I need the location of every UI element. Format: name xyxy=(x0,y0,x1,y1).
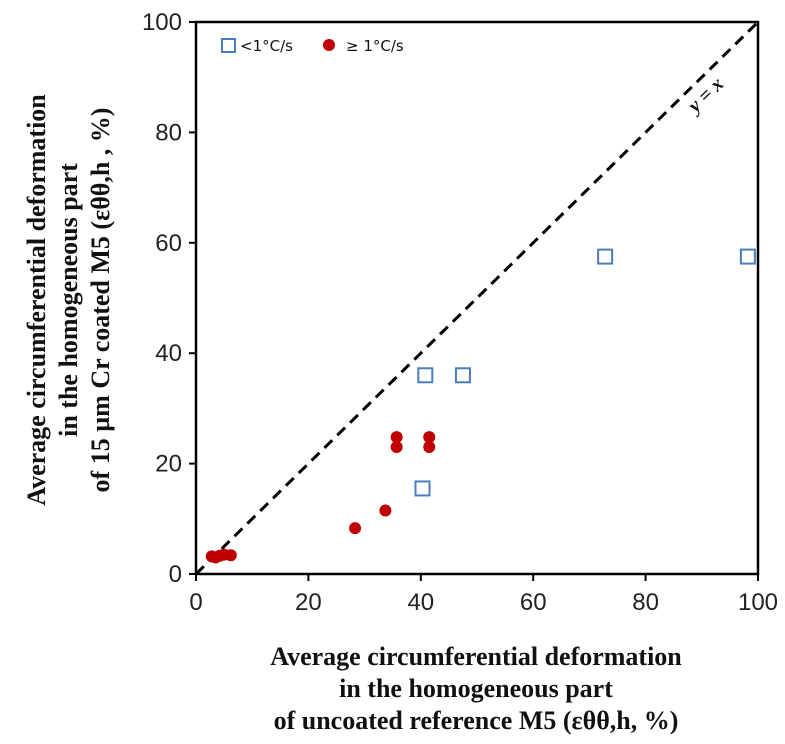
y-tick-label: 100 xyxy=(142,9,182,36)
y-tick-label: 60 xyxy=(155,230,182,257)
data-point-circle xyxy=(390,431,403,444)
legend-label-at-least-1cs: ≥ 1°C/s xyxy=(346,37,404,55)
series-at-least-1cs xyxy=(205,431,436,564)
y-tick-label: 80 xyxy=(155,119,182,146)
x-tick-label: 100 xyxy=(738,589,778,616)
data-point-square xyxy=(414,480,431,497)
y-tick-label: 20 xyxy=(155,451,182,478)
data-point-circle xyxy=(349,522,362,535)
data-point-square xyxy=(739,248,756,265)
y-axis-title-line: of 15 µm Cr coated M5 (εθθ,h , %) xyxy=(86,108,115,493)
x-axis-title-line: in the homogeneous part xyxy=(339,674,613,703)
y-tick-label: 40 xyxy=(155,340,182,367)
data-point-square xyxy=(597,248,614,265)
x-tick-label: 60 xyxy=(520,589,547,616)
legend-label-below-1cs: <1°C/s xyxy=(240,37,293,55)
data-point-square xyxy=(417,367,434,384)
legend-marker-square xyxy=(221,38,236,53)
series-below-1cs xyxy=(414,248,756,497)
data-point-circle xyxy=(390,441,403,454)
data-point-circle xyxy=(423,441,436,454)
y-tick-label: 0 xyxy=(169,561,182,588)
data-point-circle xyxy=(379,504,392,517)
data-point-square xyxy=(454,367,471,384)
x-axis-title-line: of uncoated reference M5 (εθθ,h, %) xyxy=(274,706,679,735)
y-axis-title-line: in the homogeneous part xyxy=(54,163,83,437)
y-axis-title-line: Average circumferential deformation xyxy=(22,94,51,506)
axes: 0 20 40 60 80 100 0 20 40 60 80 100 xyxy=(142,9,778,616)
x-axis-title-line: Average circumferential deformation xyxy=(270,642,682,671)
data-marks xyxy=(205,248,756,564)
x-tick-label: 80 xyxy=(632,589,659,616)
legend-marker-circle xyxy=(323,39,335,51)
x-tick-label: 20 xyxy=(295,589,322,616)
data-point-circle xyxy=(423,431,436,444)
reference-line-y-equals-x xyxy=(194,20,760,576)
x-tick-label: 40 xyxy=(407,589,434,616)
legend: <1°C/s ≥ 1°C/s xyxy=(221,37,404,55)
x-tick-label: 0 xyxy=(189,589,202,616)
data-point-circle xyxy=(224,549,237,562)
